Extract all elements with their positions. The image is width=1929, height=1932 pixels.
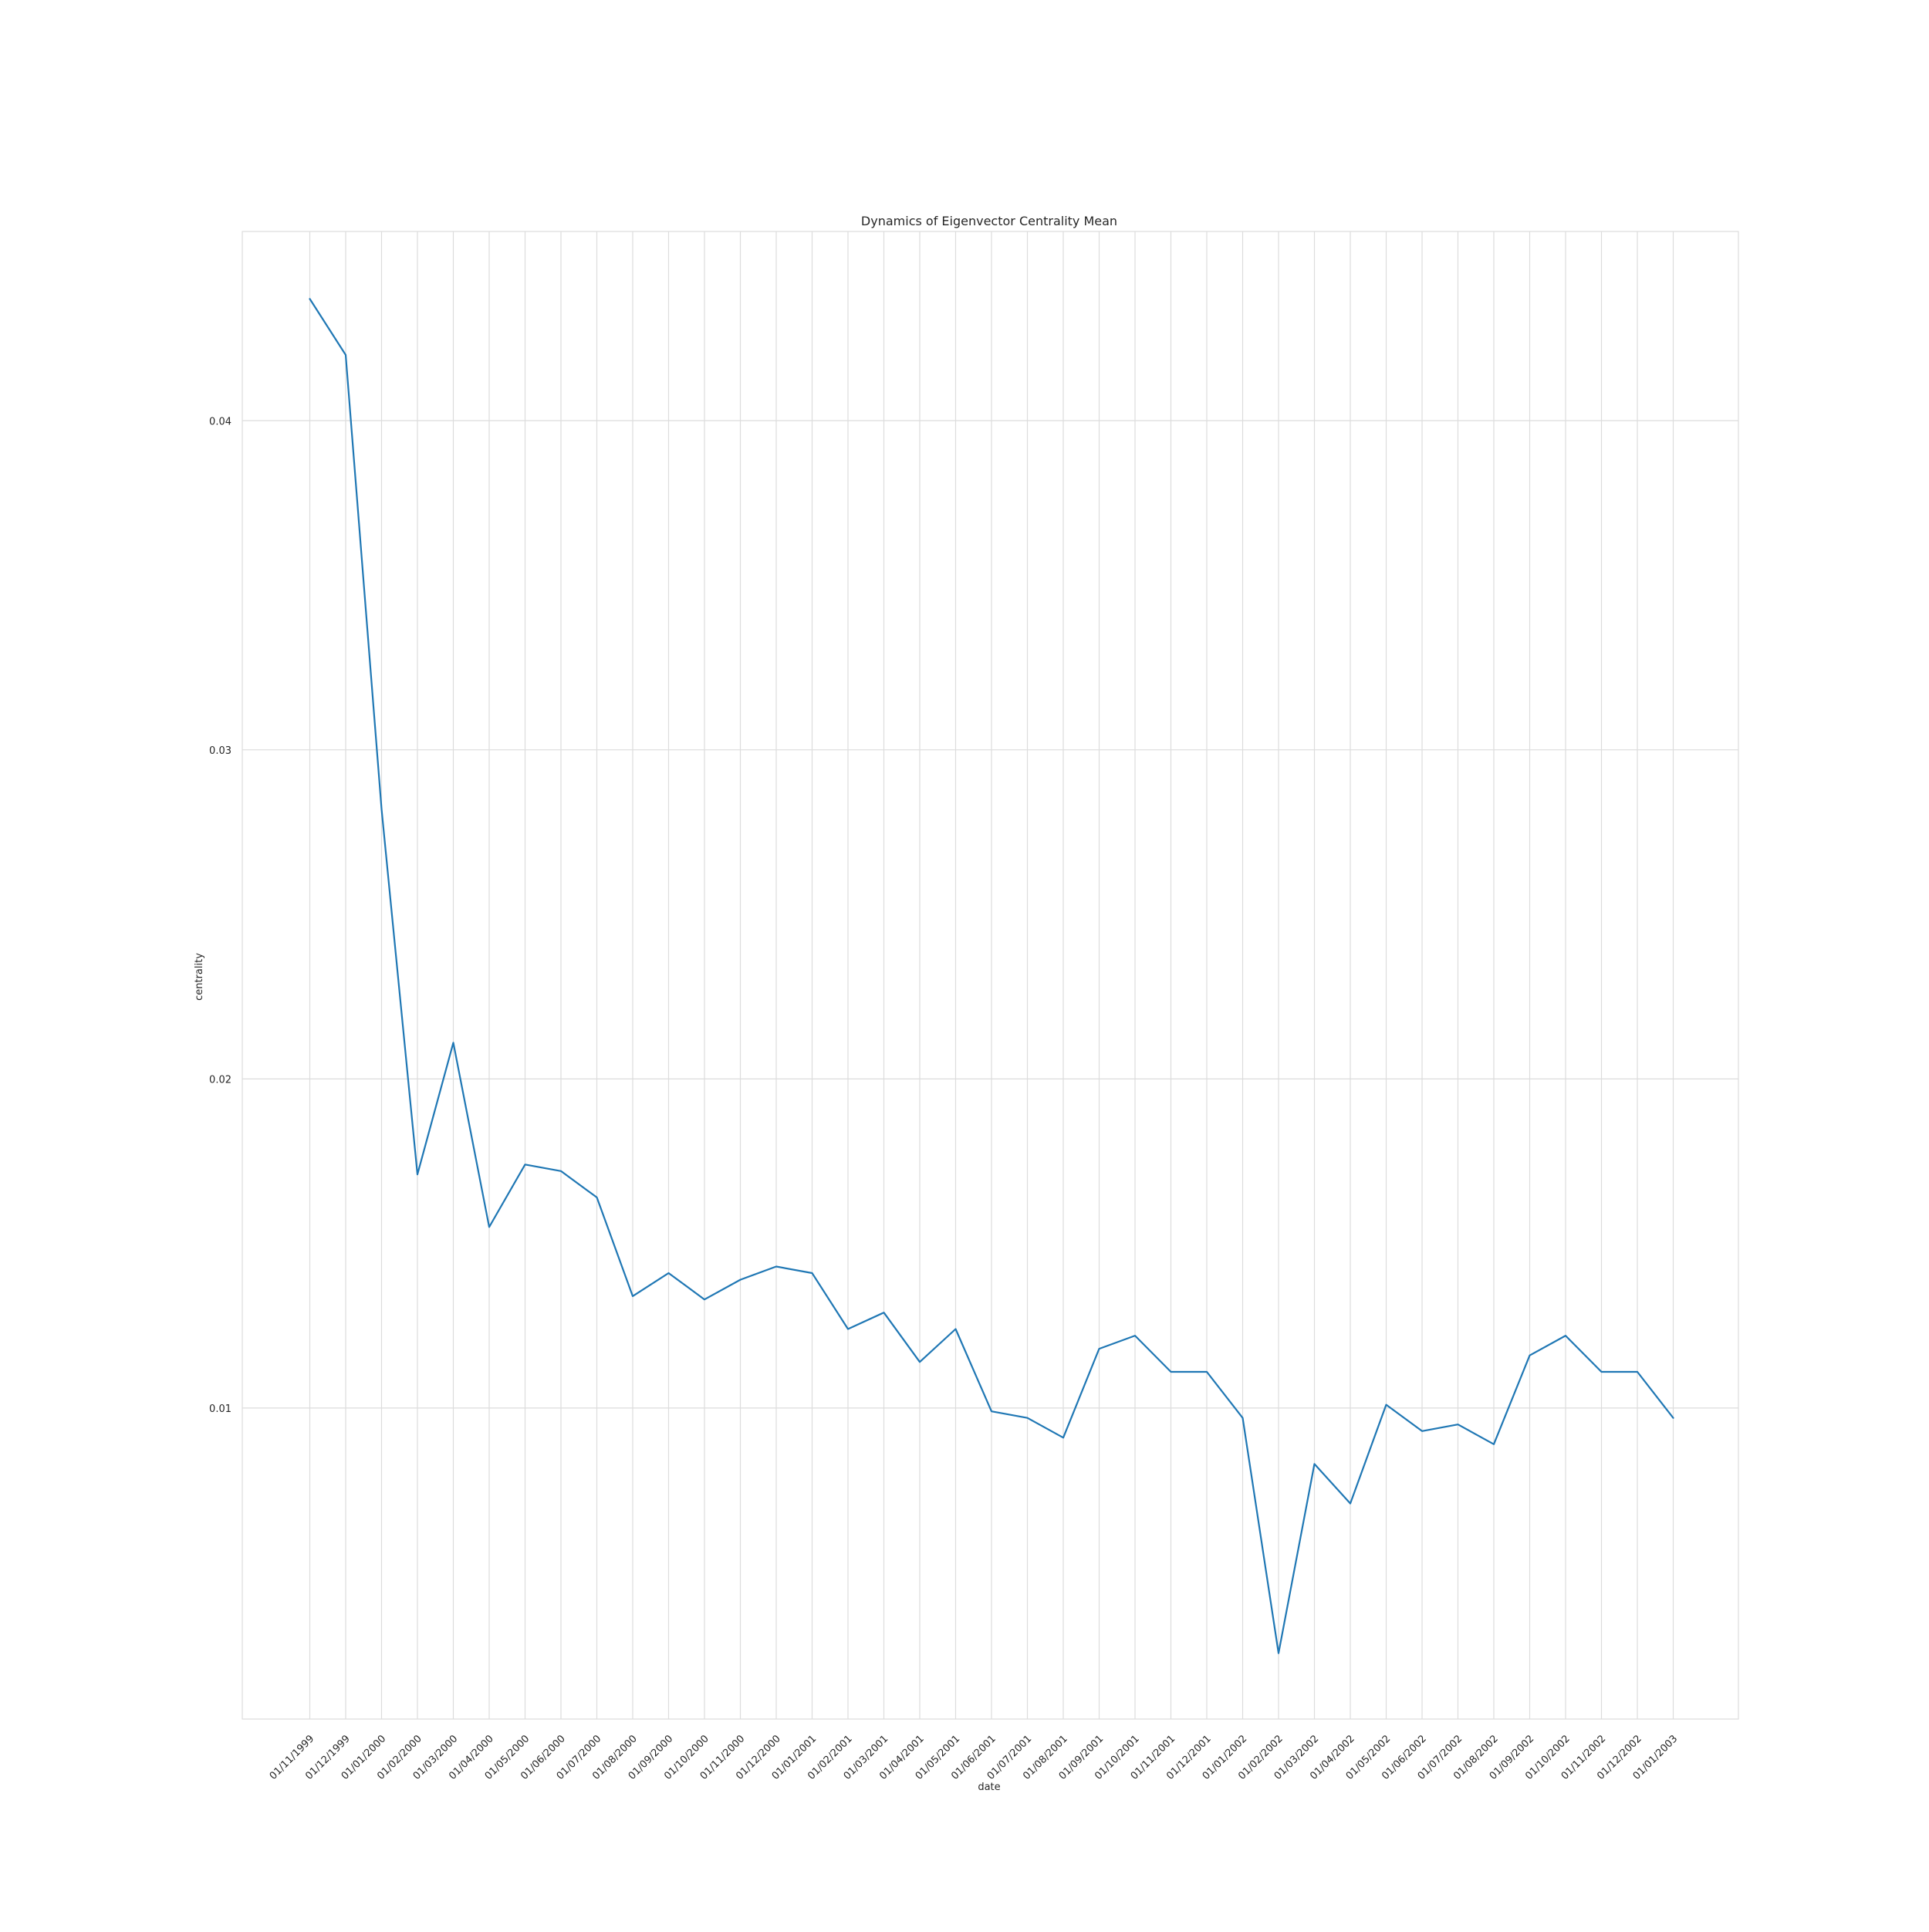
data-point [703,1298,706,1301]
data-point [1313,1462,1316,1465]
data-point [1170,1370,1173,1373]
data-point [1600,1370,1603,1373]
data-point [990,1410,993,1413]
x-axis-label: date [978,1782,1000,1793]
data-point [1205,1370,1208,1373]
data-point [1421,1430,1424,1433]
data-point [1672,1417,1675,1420]
data-point [1098,1347,1101,1350]
data-point [811,1272,814,1275]
data-point [739,1278,742,1282]
data-point [596,1196,599,1199]
data-point [1349,1502,1352,1505]
chart-title: Dynamics of Eigenvector Centrality Mean [861,214,1117,228]
data-point [452,1041,455,1044]
data-point [1026,1417,1029,1420]
data-point [380,808,383,811]
data-point [883,1311,886,1314]
y-tick-label: 0.01 [209,1403,231,1415]
data-point [1529,1354,1532,1357]
data-point [344,353,347,356]
y-axis-label: centrality [194,953,205,1001]
data-point [1242,1417,1245,1420]
data-point [1492,1443,1495,1446]
series-layer [309,297,1675,1655]
series-line [309,298,1674,1654]
data-point [1062,1436,1065,1439]
y-tick-label: 0.03 [209,745,231,757]
data-point [667,1272,671,1275]
data-point [416,1173,419,1176]
data-point [1457,1423,1460,1426]
data-point [1277,1652,1280,1655]
data-point [1385,1403,1388,1407]
data-point [488,1225,491,1228]
y-tick-label: 0.04 [209,416,231,427]
data-point [559,1170,562,1173]
data-point [309,297,312,300]
plot-frame [242,231,1739,1720]
data-point [775,1265,778,1268]
y-tick-label: 0.02 [209,1074,231,1086]
data-point [954,1328,958,1331]
data-point [631,1295,634,1298]
axis-ticks: 01/11/199901/12/199901/01/200001/02/2000… [209,416,1680,1782]
data-point [918,1360,921,1363]
data-point [1133,1334,1137,1337]
data-point [1636,1370,1639,1373]
data-point [524,1163,527,1166]
data-point [1564,1334,1567,1337]
data-point [846,1328,850,1331]
grid-lines [242,231,1738,1719]
